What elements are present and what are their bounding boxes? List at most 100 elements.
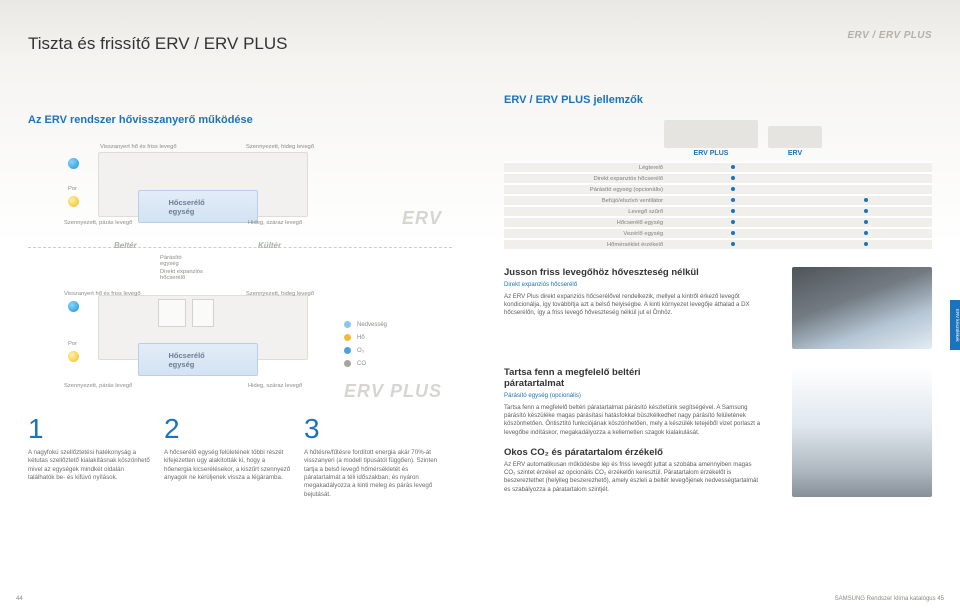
feat1-photo — [792, 267, 932, 349]
legend-co: CO — [357, 361, 366, 367]
feature-row: Légterelő — [504, 162, 932, 173]
lbl-tr: Szennyezett, hideg levegő — [246, 144, 314, 150]
dot-icon — [864, 220, 868, 224]
inlet-orb-3 — [68, 301, 79, 312]
dot-icon — [731, 242, 735, 246]
model-row: ERV PLUS ERV — [664, 120, 932, 157]
feature-block-2: Tartsa fenn a megfelelő beltéri páratart… — [504, 367, 932, 504]
product-badge: ERV / ERV PLUS — [847, 30, 932, 41]
legend-o3: O₃ — [357, 348, 364, 354]
dot-icon — [864, 198, 868, 202]
lbl-br-2: Hideg, száraz levegő — [248, 383, 302, 389]
por-label-2: Por — [68, 341, 77, 347]
feature-erv-cell — [800, 184, 932, 195]
feat3-body: Az ERV automatikusan működésbe lép és fr… — [504, 461, 764, 494]
num-1: 1 A nagyfokú szellőztetési hatékonyság a… — [28, 415, 152, 499]
lbl-tr-2: Szennyezett, hideg levegő — [246, 291, 314, 297]
feature-plus-cell — [667, 184, 799, 195]
feature-name: Befújó/elszívó ventilátor — [504, 195, 667, 206]
num-2-digit: 2 — [164, 415, 292, 443]
inlet-orb-1 — [68, 158, 79, 169]
feature-plus-cell — [667, 206, 799, 217]
feature-plus-cell — [667, 162, 799, 173]
feature-name: Vezérlő egység — [504, 228, 667, 239]
lbl-tl: Visszanyert hő és friss levegő — [100, 144, 177, 150]
erv-operation-title: Az ERV rendszer hővisszanyerő működése — [28, 114, 452, 126]
plus-lbl-b: Direkt expanziós hőcserélő — [160, 269, 210, 281]
legend-dot-ho — [344, 334, 351, 341]
dot-icon — [864, 209, 868, 213]
heat-exchanger-box: Hőcserélő egység — [138, 190, 258, 223]
heat-exchanger-label-2: Hőcserélő egység — [169, 351, 228, 369]
feature-row: Direkt expanziós hőcserélő — [504, 173, 932, 184]
dx-box — [192, 299, 214, 327]
legend-dot-co — [344, 360, 351, 367]
kültér-label: Kültér — [258, 241, 281, 250]
feature-erv-cell — [800, 217, 932, 228]
feature-erv-cell — [800, 206, 932, 217]
left-page: Tiszta és frissítő ERV / ERV PLUS Az ERV… — [0, 0, 480, 610]
dot-icon — [864, 231, 868, 235]
legend-dot-o3 — [344, 347, 351, 354]
feature-erv-cell — [800, 173, 932, 184]
features-title: ERV / ERV PLUS jellemzők — [504, 94, 932, 106]
legend-ho: Hő — [357, 335, 365, 341]
feature-plus-cell — [667, 173, 799, 184]
ervplus-photo — [664, 120, 758, 148]
feat2-title: Tartsa fenn a megfelelő beltéri páratart… — [504, 367, 684, 389]
feature-table: LégterelőDirekt expanziós hőcserélőPárás… — [504, 161, 932, 249]
feat1-title: Jusson friss levegőhöz hőveszteség nélkü… — [504, 267, 780, 278]
feat1-body: Az ERV Plus direkt expanziós hőcserélőve… — [504, 293, 764, 318]
lbl-tl-2: Visszanyert hő és friss levegő — [64, 291, 141, 297]
feature-erv-cell — [800, 228, 932, 239]
right-page: ERV / ERV PLUS ERV / ERV PLUS jellemzők … — [480, 0, 960, 610]
ervplus-watermark: ERV PLUS — [344, 381, 442, 402]
plus-lbl-a: Párásító egység — [160, 255, 200, 267]
dot-icon — [731, 220, 735, 224]
dot-icon — [731, 198, 735, 202]
feature-row: Hőmérséklet érzékelő — [504, 239, 932, 249]
feature-name: Hőmérséklet érzékelő — [504, 239, 667, 249]
lbl-br: Hideg, száraz levegő — [248, 220, 302, 226]
diagram-legend: Nedvesség Hő O₃ CO — [344, 321, 387, 367]
num-1-digit: 1 — [28, 415, 152, 443]
feature-plus-cell — [667, 239, 799, 249]
feature-row: Párásító egység (opcionális) — [504, 184, 932, 195]
page-title: Tiszta és frissítő ERV / ERV PLUS — [28, 34, 452, 54]
feature-plus-cell — [667, 217, 799, 228]
legend-nedv: Nedvesség — [357, 322, 387, 328]
feature-plus-cell — [667, 228, 799, 239]
feature-erv-cell — [800, 239, 932, 249]
num-2-text: A hőcserélő egység felületének többi rés… — [164, 449, 292, 482]
feature-name: Párásító egység (opcionális) — [504, 184, 667, 195]
page-number-right: SAMSUNG Rendszer klíma katalógus 45 — [835, 596, 944, 602]
beltér-label: Beltér — [114, 241, 137, 250]
feat1-sub: Direkt expanziós hőcserélő — [504, 281, 780, 288]
inlet-orb-2 — [68, 196, 79, 207]
feature-name: Levegő szűrő — [504, 206, 667, 217]
lbl-bl: Szennyezett, párás levegő — [64, 220, 132, 226]
feature-name: Hőcserélő egység — [504, 217, 667, 228]
erv-caption: ERV — [788, 150, 802, 157]
heat-exchanger-label: Hőcserélő egység — [169, 198, 228, 216]
dot-icon — [731, 187, 735, 191]
erv-watermark: ERV — [402, 208, 442, 229]
legend-dot-nedv — [344, 321, 351, 328]
feat2-photo — [792, 367, 932, 497]
num-3-text: A hűtésre/fűtésre fordított energia akár… — [304, 449, 444, 499]
heat-exchanger-box-2: Hőcserélő egység — [138, 343, 258, 376]
inlet-orb-4 — [68, 351, 79, 362]
model-erv: ERV — [768, 126, 822, 157]
lbl-bl-2: Szennyezett, párás levegő — [64, 383, 132, 389]
dot-icon — [731, 165, 735, 169]
feature-erv-cell — [800, 162, 932, 173]
feat2-body: Tartsa fenn a megfelelő beltéri páratart… — [504, 404, 764, 437]
feature-row: Befújó/elszívó ventilátor — [504, 195, 932, 206]
ervplus-caption: ERV PLUS — [694, 150, 729, 157]
feature-erv-cell — [800, 195, 932, 206]
erv-photo — [768, 126, 822, 148]
humidifier-box — [158, 299, 186, 327]
num-1-text: A nagyfokú szellőztetési hatékonyság a k… — [28, 449, 152, 482]
feature-name: Direkt expanziós hőcserélő — [504, 173, 667, 184]
erv-diagram: Hőcserélő egység Por Visszanyert hő és f… — [28, 140, 452, 235]
